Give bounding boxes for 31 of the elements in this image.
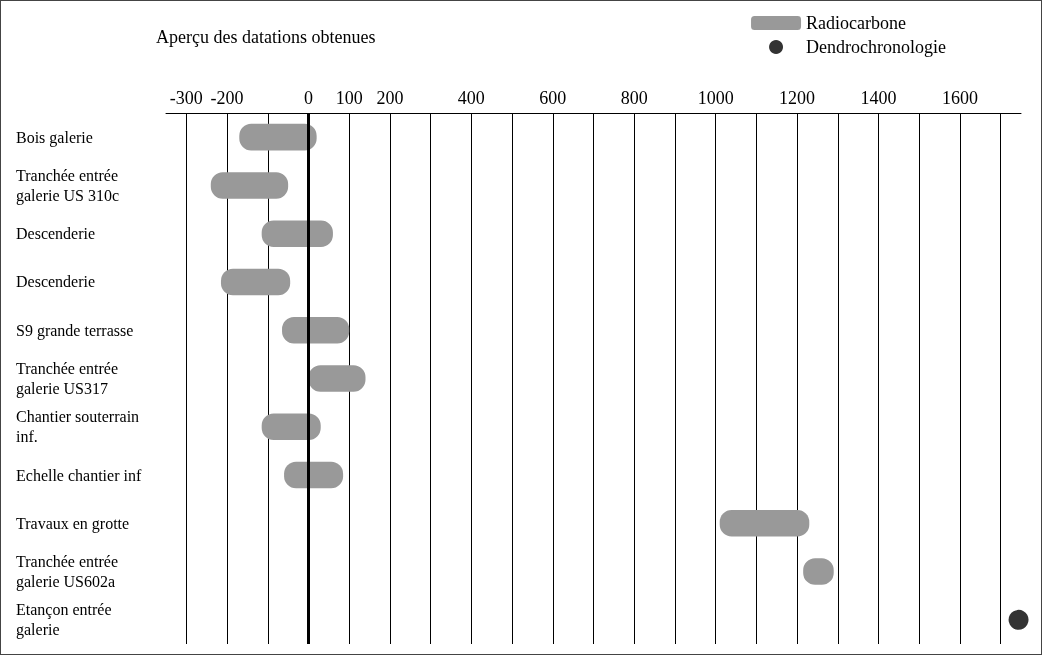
y-tick-label: Descenderie [16,273,96,291]
x-tick-label: 1200 [779,88,816,108]
x-tick-label: -200 [210,88,244,108]
bar [239,123,317,151]
bar [210,172,289,199]
y-tick-label: Chantier souterrain inf. [16,408,144,446]
bar [719,510,810,537]
chart-title: Aperçu des datations obtenues [156,27,376,47]
x-tick-label: -300 [169,88,203,108]
bar [261,220,333,247]
bar [220,268,291,296]
y-tick-label: Bois galerie [16,128,93,147]
x-tick-label: 0 [304,88,313,108]
x-tick-label: 1000 [697,88,734,108]
x-tick-label: 1600 [941,88,978,108]
x-tick-label: 600 [539,88,567,108]
y-tick-label: Echelle chantier inf [16,466,142,484]
x-tick-label: 200 [376,88,404,108]
y-tick-label: Travaux en grotte [16,514,130,533]
y-tick-label: Tranchée entrée galerie US317 [16,360,123,398]
y-tick-label: Tranchée entrée galerie US602a [16,553,123,592]
y-tick-label: S9 grande terrasse [16,321,134,340]
x-tick-label: 1400 [860,88,897,108]
y-tick-label: Etançon entrée galerie [16,601,116,640]
x-tick-label: 800 [620,88,648,108]
legend-label: Radiocarbone [806,13,907,33]
y-tick-label: Descenderie [16,225,96,243]
y-tick-label: Tranchée entrée galerie US 310c [16,166,123,205]
x-tick-label: 100 [335,88,363,108]
x-tick-label: 400 [457,88,485,108]
legend-label: Dendrochronologie [806,37,947,57]
